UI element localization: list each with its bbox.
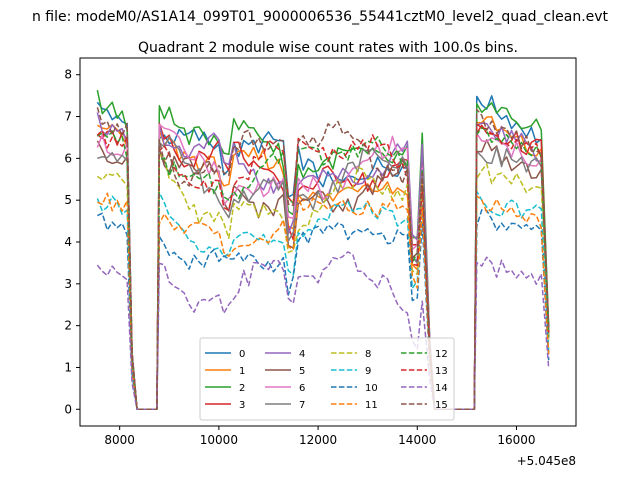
legend-label-6: 6 xyxy=(299,383,305,394)
legend-label-3: 3 xyxy=(239,400,245,411)
series-line-3 xyxy=(96,122,550,411)
chart-title: Quadrant 2 module wise count rates with … xyxy=(138,40,518,56)
legend-label-7: 7 xyxy=(299,400,305,411)
legend-label-5: 5 xyxy=(299,366,305,377)
y-tick-label: 5 xyxy=(64,193,72,207)
y-tick-label: 6 xyxy=(64,151,72,165)
series-line-15 xyxy=(96,107,550,411)
series-line-14 xyxy=(96,251,550,411)
y-axis: 0 1 2 3 4 5 6 7 8 xyxy=(64,68,80,416)
y-tick-label: 4 xyxy=(64,235,72,249)
legend-label-10: 10 xyxy=(365,383,378,394)
legend-label-4: 4 xyxy=(299,349,305,360)
y-tick-label: 7 xyxy=(64,110,72,124)
x-tick-label: 16000 xyxy=(497,433,535,447)
legend-label-15: 15 xyxy=(435,400,448,411)
legend-label-9: 9 xyxy=(365,366,371,377)
series-line-7 xyxy=(97,135,550,411)
x-tick-label: 10000 xyxy=(200,433,238,447)
legend-label-14: 14 xyxy=(435,383,448,394)
y-tick-label: 3 xyxy=(64,277,72,291)
legend-label-11: 11 xyxy=(365,400,378,411)
series-line-10 xyxy=(97,209,550,411)
series-line-13 xyxy=(96,123,550,411)
legend-label-1: 1 xyxy=(239,366,245,377)
y-tick-label: 0 xyxy=(64,402,72,416)
x-axis: 8000 10000 12000 14000 16000 xyxy=(104,426,536,447)
legend-label-2: 2 xyxy=(239,383,245,394)
y-tick-label: 2 xyxy=(64,319,72,333)
series-line-8 xyxy=(96,153,550,411)
legend-label-0: 0 xyxy=(239,349,245,360)
legend-label-8: 8 xyxy=(365,349,371,360)
figure-suptitle: n file: modeM0/AS1A14_099T01_9000006536_… xyxy=(32,9,609,25)
x-offset-label: +5.045e8 xyxy=(517,454,576,468)
series-line-11 xyxy=(97,192,550,411)
legend-box xyxy=(199,337,455,421)
y-tick-label: 8 xyxy=(64,68,72,82)
x-tick-label: 14000 xyxy=(398,433,436,447)
legend-label-12: 12 xyxy=(435,349,448,360)
y-tick-label: 1 xyxy=(64,360,72,374)
legend-label-13: 13 xyxy=(435,366,448,377)
x-tick-label: 8000 xyxy=(104,433,135,447)
series-line-2 xyxy=(96,89,550,411)
series-layer xyxy=(96,89,550,411)
x-tick-label: 12000 xyxy=(299,433,337,447)
series-line-9 xyxy=(96,190,550,411)
